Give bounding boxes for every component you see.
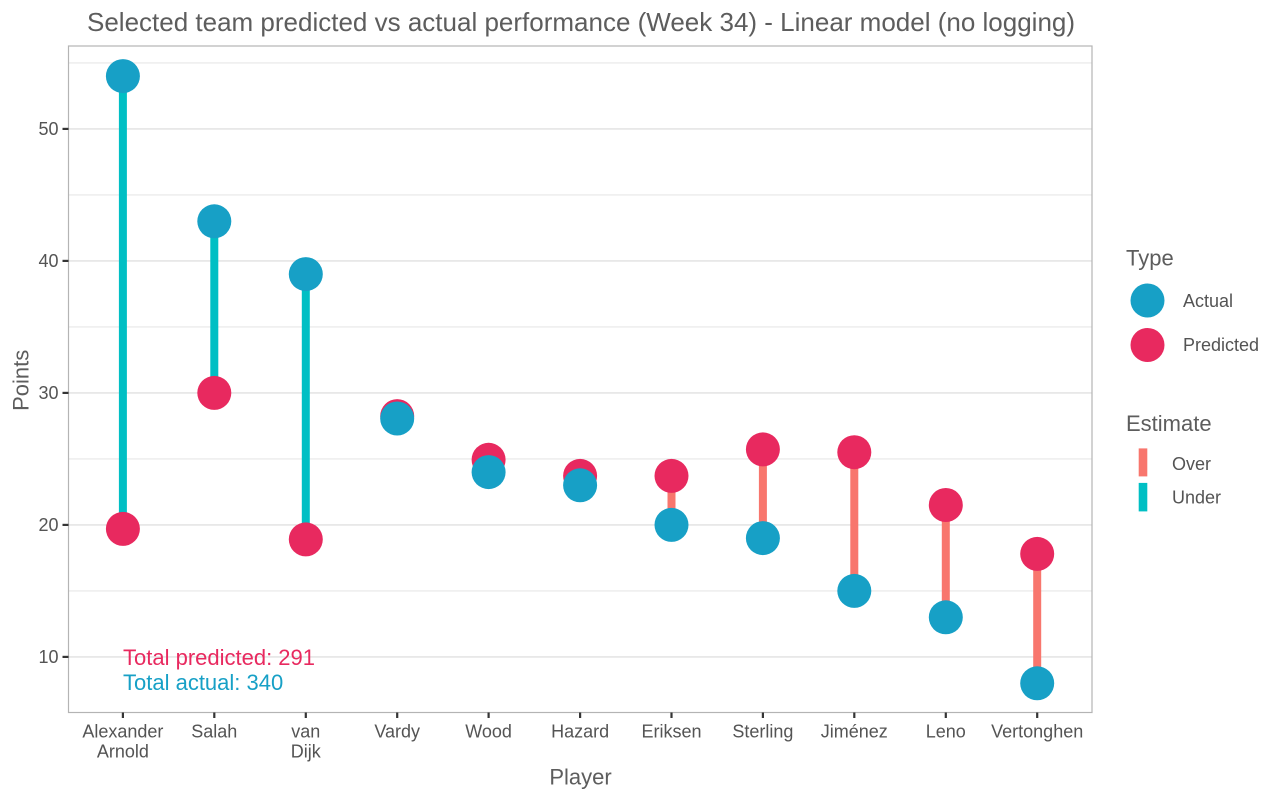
svg-text:Selected team predicted vs act: Selected team predicted vs actual perfor…: [87, 7, 1075, 37]
svg-text:Salah: Salah: [191, 722, 237, 742]
svg-text:Under: Under: [1172, 488, 1221, 508]
svg-text:Leno: Leno: [926, 722, 966, 742]
svg-text:Vertonghen: Vertonghen: [991, 722, 1083, 742]
svg-text:30: 30: [38, 383, 58, 403]
svg-text:Over: Over: [1172, 454, 1211, 474]
svg-text:Vardy: Vardy: [374, 722, 420, 742]
svg-text:Predicted: Predicted: [1183, 335, 1259, 355]
svg-text:Total actual: 340: Total actual: 340: [123, 670, 283, 695]
svg-text:Jiménez: Jiménez: [821, 722, 888, 742]
svg-text:Points: Points: [9, 350, 34, 411]
svg-text:10: 10: [38, 647, 58, 667]
svg-text:50: 50: [38, 119, 58, 139]
svg-text:40: 40: [38, 251, 58, 271]
svg-text:Estimate: Estimate: [1126, 411, 1212, 436]
svg-text:van: van: [291, 722, 320, 742]
svg-text:Wood: Wood: [465, 722, 512, 742]
svg-text:Type: Type: [1126, 246, 1174, 271]
svg-text:20: 20: [38, 515, 58, 535]
svg-text:Alexander: Alexander: [82, 722, 163, 742]
svg-text:Player: Player: [549, 765, 611, 790]
svg-text:Actual: Actual: [1183, 291, 1233, 311]
svg-text:Total predicted: 291: Total predicted: 291: [123, 645, 315, 670]
svg-text:Hazard: Hazard: [551, 722, 609, 742]
svg-text:Eriksen: Eriksen: [641, 722, 701, 742]
svg-text:Arnold: Arnold: [97, 742, 149, 762]
svg-text:Dijk: Dijk: [291, 742, 322, 762]
svg-text:Sterling: Sterling: [732, 722, 793, 742]
